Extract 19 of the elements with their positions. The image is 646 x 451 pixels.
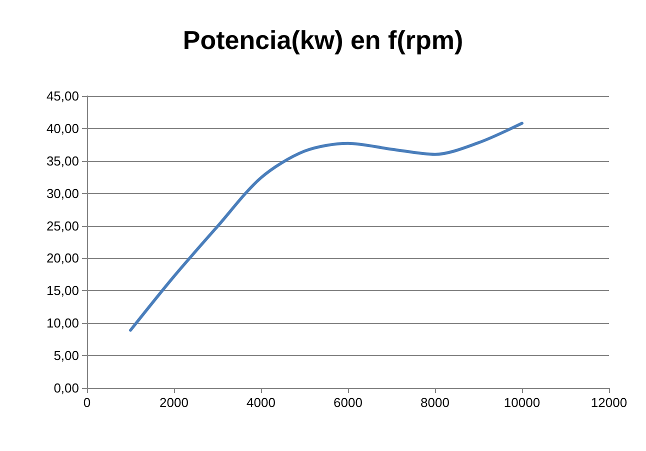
line-series [129,122,524,332]
y-tick-label: 40,00 [46,120,79,136]
x-tick-label: 8000 [420,395,450,410]
chart-title: Potencia(kw) en f(rpm) [182,25,464,55]
x-tick-label: 2000 [160,395,188,410]
y-tick-label: 45,00 [46,88,79,104]
y-tick-label: 5,00 [54,348,79,364]
x-tick-label: 10000 [504,395,540,410]
x-tick-label: 12000 [590,395,628,410]
y-tick-label: 35,00 [46,153,79,168]
y-tick-label: 0,00 [54,380,79,396]
x-tick-label: 6000 [334,395,362,410]
y-tick-label: 15,00 [46,283,79,298]
y-tick-label: 25,00 [46,218,79,234]
x-tick-label: 0 [83,395,91,410]
y-tick-label: 20,00 [46,250,79,266]
x-tick-label: 4000 [246,395,276,410]
y-tick-label: 10,00 [46,316,79,331]
y-tick-label: 30,00 [46,186,79,201]
